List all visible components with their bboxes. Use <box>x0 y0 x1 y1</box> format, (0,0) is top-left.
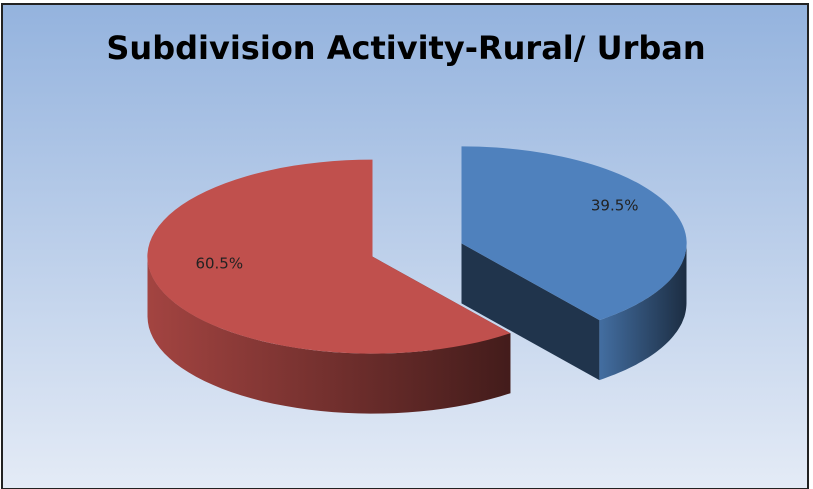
slice-wall <box>599 243 687 381</box>
slice <box>461 146 687 321</box>
slice-wall <box>147 256 511 414</box>
pie: 39.5% 60.5% <box>147 146 687 414</box>
data-label: 39.5% <box>591 196 639 214</box>
chart-title: Subdivision Activity-Rural/ Urban <box>106 29 705 67</box>
slice-side <box>461 243 600 381</box>
data-label: 60.5% <box>195 255 243 273</box>
slice <box>147 159 511 354</box>
chart-background <box>1 3 809 489</box>
